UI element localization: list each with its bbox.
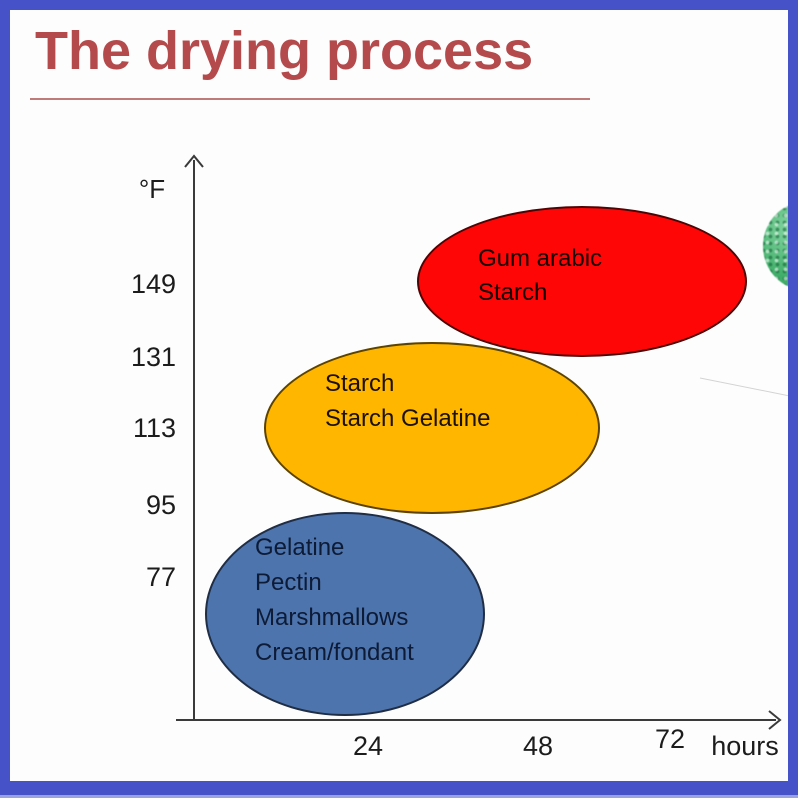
y-tick-77: 77 — [145, 562, 176, 592]
page-title: The drying process — [35, 21, 534, 81]
bubble-label-line: Starch — [325, 370, 395, 397]
bubble-label-line: Gum arabic — [478, 245, 603, 272]
bubble-high-label: Gum arabic Starch — [478, 242, 602, 310]
bubble-mid-temperature — [264, 342, 600, 514]
frame-bottom-strip — [0, 795, 798, 798]
bubble-label-line: Pectin — [255, 569, 322, 596]
y-tick-113: 113 — [132, 413, 176, 443]
title-underline — [30, 98, 590, 100]
x-tick-72: 72 — [654, 724, 686, 754]
bubble-label-line: Starch — [478, 279, 548, 306]
y-axis-unit-label: °F — [138, 174, 166, 204]
bubble-label-line: Cream/fondant — [255, 639, 414, 666]
bubble-label-line: Marshmallows — [255, 604, 409, 631]
bubble-low-temperature — [205, 512, 485, 716]
y-tick-131: 131 — [130, 342, 176, 372]
x-axis-unit-label: hours — [711, 731, 779, 761]
x-tick-24: 24 — [352, 731, 384, 761]
stray-scratch-line — [699, 377, 788, 397]
x-axis-arrow-icon — [768, 710, 782, 730]
bubble-label-line: Gelatine — [255, 534, 345, 561]
y-axis-arrow-icon — [184, 154, 204, 168]
green-candy-image — [763, 202, 788, 290]
slide: The drying process Gum arabic Starch Sta… — [10, 10, 788, 781]
bubble-low-label: Gelatine Pectin Marshmallows Cream/fonda… — [255, 530, 414, 670]
bubble-high-temperature — [417, 206, 747, 357]
y-tick-149: 149 — [130, 269, 176, 299]
bubble-label-line: Starch Gelatine — [325, 405, 491, 432]
y-tick-95: 95 — [145, 490, 176, 520]
x-tick-48: 48 — [522, 731, 554, 761]
bubble-mid-label: Starch Starch Gelatine — [325, 366, 490, 436]
